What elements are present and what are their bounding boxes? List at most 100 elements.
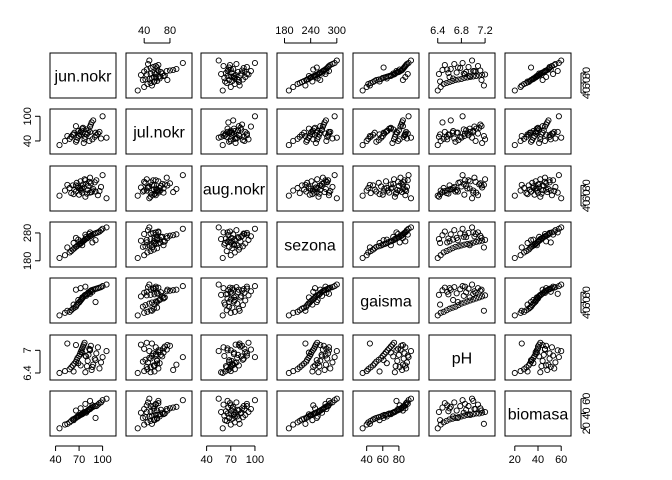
data-point: [144, 249, 151, 256]
data-point: [226, 237, 233, 244]
data-point: [227, 83, 234, 91]
diagonal-label-jun.nokr: jun.nokr: [54, 69, 113, 86]
data-point: [404, 352, 411, 359]
data-point: [555, 354, 562, 361]
data-point: [554, 229, 561, 236]
data-point: [439, 119, 446, 126]
data-point: [87, 189, 94, 196]
data-point: [550, 283, 557, 290]
data-point: [144, 308, 151, 315]
data-point: [390, 233, 397, 240]
data-point: [440, 308, 447, 315]
data-point: [311, 186, 319, 193]
data-point: [226, 414, 233, 421]
data-point: [302, 307, 309, 314]
panel-jul.nokr-vs-jul.nokr: [125, 108, 193, 155]
panel-gaisma-vs-pH: [428, 277, 496, 324]
panel-jun.nokr-vs-aug.nokr: [200, 52, 268, 99]
data-point: [302, 82, 309, 89]
data-point: [144, 60, 152, 68]
data-point: [79, 349, 86, 356]
data-point: [477, 121, 484, 128]
data-point: [395, 345, 402, 352]
data-point: [473, 238, 480, 245]
data-point: [446, 416, 453, 423]
data-point: [301, 129, 308, 136]
data-point: [380, 64, 387, 71]
data-point: [404, 177, 411, 184]
data-point: [154, 188, 161, 195]
data-point: [251, 354, 258, 361]
panel-gaisma-vs-jul.nokr: [125, 277, 193, 324]
data-point: [285, 87, 292, 94]
data-point: [387, 185, 394, 192]
data-point: [179, 225, 186, 232]
data-point: [150, 305, 157, 312]
data-point: [317, 407, 324, 414]
data-point: [554, 128, 561, 135]
data-point: [152, 283, 159, 290]
data-point: [310, 402, 317, 409]
data-point: [157, 406, 164, 413]
data-point: [480, 420, 487, 427]
data-point: [229, 304, 236, 311]
panel-jul.nokr-vs-gaisma: [352, 108, 420, 155]
data-point: [230, 117, 237, 124]
data-point: [399, 341, 406, 349]
data-point: [464, 130, 471, 137]
data-point: [313, 414, 320, 421]
panel-aug.nokr-vs-jun.nokr: [49, 165, 117, 212]
data-point: [221, 352, 228, 360]
data-point: [72, 407, 79, 414]
data-point: [302, 420, 309, 427]
data-point: [56, 192, 63, 199]
panel-pH-vs-aug.nokr: [200, 334, 268, 381]
data-point: [383, 360, 390, 367]
data-point: [96, 228, 103, 235]
data-point: [365, 184, 372, 192]
data-point: [322, 177, 329, 184]
panel-aug.nokr-vs-sezona: [276, 165, 344, 212]
data-point: [321, 366, 328, 374]
data-point: [79, 125, 86, 132]
data-point: [233, 60, 240, 68]
data-point: [243, 63, 250, 71]
data-point: [524, 191, 531, 198]
data-point: [229, 362, 236, 369]
data-point: [233, 227, 240, 234]
data-point: [451, 399, 458, 406]
data-point: [554, 347, 561, 354]
data-point: [99, 113, 106, 120]
data-point: [96, 188, 103, 195]
data-point: [325, 130, 333, 137]
data-point: [247, 346, 254, 353]
data-point: [311, 362, 319, 369]
data-point: [251, 283, 258, 290]
data-point: [459, 172, 466, 179]
data-point: [144, 227, 152, 234]
data-point: [391, 339, 398, 346]
data-point: [241, 345, 248, 352]
data-point: [331, 113, 338, 120]
data-point: [82, 400, 89, 407]
data-point: [446, 285, 453, 292]
data-point: [396, 239, 403, 246]
data-point: [317, 182, 324, 189]
data-point: [224, 295, 231, 302]
data-point: [376, 78, 383, 85]
data-point: [82, 177, 89, 184]
data-point: [160, 411, 167, 418]
data-point: [524, 78, 531, 85]
data-point: [64, 181, 71, 188]
data-point: [543, 238, 550, 245]
data-point: [148, 412, 155, 419]
data-point: [437, 301, 444, 308]
data-point: [470, 229, 477, 236]
data-point: [396, 136, 403, 143]
data-point: [235, 341, 242, 349]
panel-jul.nokr-vs-sezona: [276, 108, 344, 155]
data-point: [467, 411, 474, 419]
data-point: [238, 353, 245, 360]
data-point: [551, 188, 558, 195]
data-point: [160, 349, 167, 356]
